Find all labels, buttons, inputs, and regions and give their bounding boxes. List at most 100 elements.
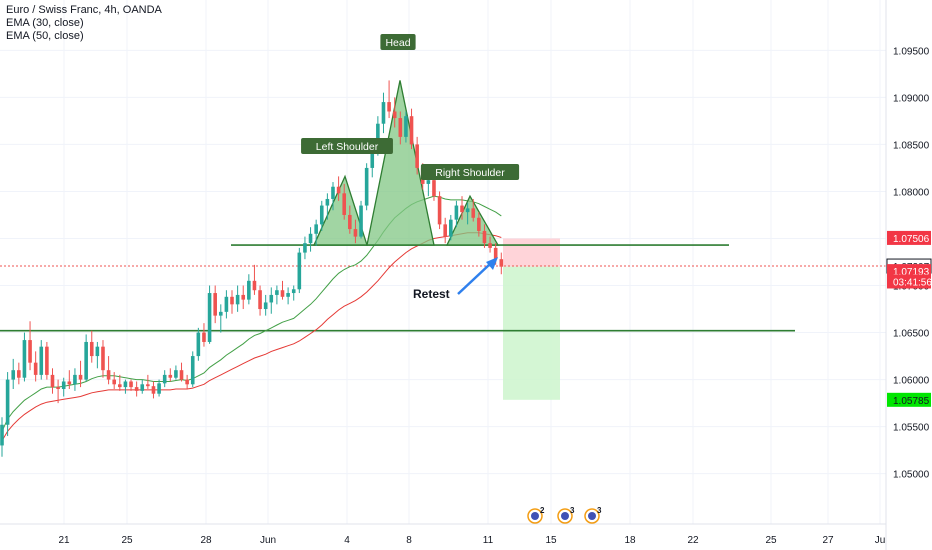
- candle-body: [415, 144, 419, 168]
- time-axis[interactable]: 21 25 28 Jun 4 8 11 15 18 22 25 27 Ju: [0, 523, 886, 546]
- candle-body: [263, 302, 268, 310]
- candle-body: [56, 387, 60, 389]
- chart-legend: Euro / Swiss Franc, 4h, OANDA EMA (30, c…: [6, 4, 162, 43]
- time-tick-label: 22: [687, 535, 699, 546]
- event-badge-core: [561, 512, 569, 520]
- candle-body: [157, 383, 161, 394]
- retest-arrow-head: [486, 257, 498, 270]
- candle-body: [241, 294, 246, 300]
- head-label: Head: [385, 37, 410, 49]
- time-tick-label: 11: [483, 535, 494, 546]
- candle-body: [499, 259, 504, 267]
- candle-body: [11, 370, 16, 380]
- candle-body: [392, 111, 397, 119]
- chart-grid: [0, 0, 886, 524]
- candle-body: [174, 370, 178, 378]
- candle-body: [213, 293, 217, 316]
- candle-body: [67, 381, 72, 385]
- time-tick-label: Jun: [260, 535, 276, 546]
- candle-body: [190, 356, 195, 385]
- candle-body: [258, 290, 262, 310]
- time-tick-label: 4: [344, 535, 350, 546]
- price-tick-label: 1.05500: [893, 423, 930, 434]
- candle-body: [168, 374, 173, 378]
- candle-body: [123, 381, 128, 388]
- candle-body: [235, 294, 240, 305]
- candle-body: [89, 341, 94, 357]
- candle-body: [224, 296, 229, 312]
- price-tag: [887, 230, 931, 245]
- candle-body: [348, 214, 352, 230]
- candle-body: [359, 205, 363, 237]
- price-tag: [887, 274, 931, 289]
- candle-body: [196, 332, 201, 357]
- candle-body: [465, 208, 470, 213]
- candle-body: [252, 280, 257, 291]
- price-tick-label: 1.06000: [893, 376, 930, 387]
- price-tag-label: 1.05785: [893, 396, 930, 407]
- candle-body: [280, 290, 285, 297]
- time-tick-label: 27: [822, 535, 834, 546]
- time-tick-label: Ju: [875, 535, 886, 546]
- candle-body: [297, 252, 302, 290]
- candle-body: [331, 186, 335, 199]
- candle-body: [129, 381, 133, 388]
- candle-body: [202, 332, 206, 342]
- candle-body: [325, 198, 330, 206]
- candle-body: [162, 374, 167, 384]
- price-axis[interactable]: 1.050001.055001.060001.065001.070001.075…: [885, 0, 932, 550]
- time-tick-label: 18: [624, 535, 636, 546]
- price-tag-label: 1.07193: [893, 267, 930, 278]
- event-badge-core: [588, 512, 596, 520]
- candle-body: [353, 229, 358, 237]
- position-zones: [503, 238, 560, 400]
- candle-body: [398, 118, 403, 137]
- candle-body: [454, 205, 459, 220]
- candle-body: [286, 293, 290, 297]
- candle-body: [364, 167, 369, 206]
- event-badge-count: 3: [570, 506, 575, 515]
- time-tick-label: 21: [58, 535, 70, 546]
- candle-body: [387, 102, 391, 112]
- event-badges[interactable]: 2 3 3: [527, 506, 602, 524]
- price-tick-label: 1.06500: [893, 329, 930, 340]
- candle-body: [61, 381, 66, 389]
- candle-body: [0, 424, 4, 446]
- left-shoulder-label: Left Shoulder: [316, 141, 379, 153]
- candle-body: [308, 233, 313, 244]
- candle-body: [218, 311, 223, 316]
- candle-body: [5, 379, 10, 425]
- candle-body: [33, 362, 38, 375]
- candle-body: [28, 340, 32, 363]
- candle-body: [140, 384, 145, 391]
- retest-label: Retest: [413, 287, 450, 301]
- ema30-legend[interactable]: EMA (30, close): [6, 17, 84, 29]
- symbol-title[interactable]: Euro / Swiss Franc, 4h, OANDA: [6, 4, 162, 16]
- price-tag-label: 1.07506: [893, 234, 930, 245]
- candle-body: [493, 247, 498, 260]
- candle-body: [134, 387, 139, 391]
- candle-body: [381, 102, 386, 124]
- candle-body: [291, 289, 296, 294]
- candle-body: [471, 208, 476, 218]
- candle-body: [22, 340, 27, 378]
- price-tick-label: 1.08500: [893, 140, 930, 151]
- ema50-legend[interactable]: EMA (50, close): [6, 30, 84, 42]
- candle-body: [409, 116, 414, 145]
- candle-body: [336, 186, 341, 194]
- candle-body: [370, 149, 375, 168]
- price-tick-label: 1.09000: [893, 93, 930, 104]
- price-tick-label: 1.09500: [893, 46, 930, 57]
- candle-body: [319, 205, 324, 225]
- annotations: Left Shoulder Head Right Shoulder Retest: [301, 34, 520, 301]
- time-tick-label: 25: [121, 535, 133, 546]
- right-shoulder-label: Right Shoulder: [435, 167, 505, 179]
- candle-body: [437, 196, 442, 225]
- candle-body: [342, 193, 347, 215]
- candle-body: [146, 384, 150, 387]
- left-shoulder-triangle: [312, 174, 368, 246]
- candle-body: [404, 116, 408, 137]
- event-badge-count: 2: [540, 506, 545, 515]
- time-tick-label: 28: [200, 535, 212, 546]
